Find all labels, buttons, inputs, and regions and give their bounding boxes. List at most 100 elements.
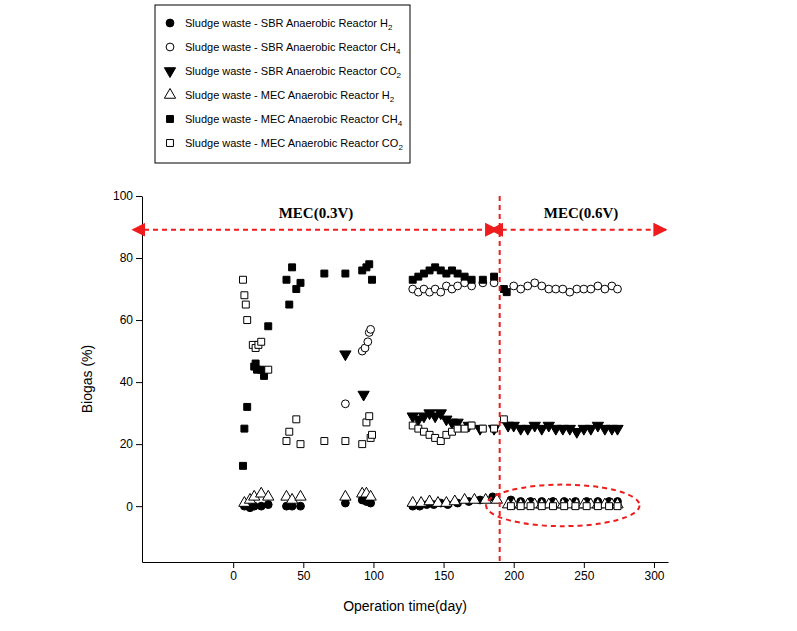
point [341, 400, 349, 408]
point [479, 276, 486, 283]
legend-marker [166, 43, 174, 51]
tick: 100 [113, 189, 142, 203]
point [264, 501, 272, 509]
point [241, 292, 248, 299]
points [239, 261, 623, 512]
point [263, 490, 274, 500]
point [240, 276, 247, 283]
highlight-ellipse [486, 485, 639, 527]
tick: 40 [120, 375, 142, 389]
legend-marker [164, 68, 175, 78]
tick: 60 [120, 313, 142, 327]
point [612, 425, 623, 435]
point [257, 502, 265, 510]
tick-label: 20 [120, 437, 134, 451]
tick: 250 [574, 562, 594, 583]
legend-label: Sludge waste - MEC Anaerobic Reactor CH4 [185, 113, 403, 128]
legend-label: Sludge waste - SBR Anaerobic Reactor CH4 [185, 41, 401, 56]
legend-marker [167, 116, 174, 123]
point [365, 490, 376, 500]
point [321, 270, 328, 277]
point [340, 490, 351, 500]
annotation: MEC(0.3V) [279, 205, 354, 222]
point [286, 428, 293, 435]
tick-label: 60 [120, 313, 134, 327]
point [244, 403, 251, 410]
annotation: MEC(0.6V) [544, 205, 619, 222]
legend-label: Sludge waste - MEC Anaerobic Reactor CO2 [185, 137, 403, 152]
tick-mark [654, 562, 655, 568]
point [369, 431, 376, 438]
point [265, 323, 272, 330]
series [340, 351, 623, 438]
point [283, 276, 290, 283]
x-axis: 050100150200250300 [143, 562, 669, 583]
point [459, 493, 470, 503]
tick-mark [136, 196, 142, 197]
y-axis: 0 20 40 60 80 100 [113, 189, 143, 562]
point [583, 503, 590, 510]
point [614, 503, 621, 510]
legend-label: Sludge waste - MEC Anaerobic Reactor H2 [185, 89, 395, 104]
point [286, 301, 293, 308]
point [606, 503, 613, 510]
point [359, 441, 366, 448]
tick-mark [444, 562, 445, 568]
legend-label: Sludge waste - SBR Anaerobic Reactor CO2 [185, 65, 402, 80]
point [507, 503, 514, 510]
legend-label: Sludge waste - SBR Anaerobic Reactor H2 [185, 17, 393, 32]
point [468, 276, 475, 283]
tick-label: 50 [297, 569, 311, 583]
point [358, 391, 369, 401]
tick: 80 [120, 251, 142, 265]
chart: 050100150200250300020406080100MEC(0.3V)M… [0, 0, 797, 631]
point [293, 416, 300, 423]
tick-label: 200 [504, 569, 524, 583]
plot: 050100150200250300020406080100MEC(0.3V)M… [113, 189, 669, 582]
tick-mark [136, 258, 142, 259]
point [258, 338, 265, 345]
point [538, 503, 545, 510]
tick-mark [514, 562, 515, 568]
tick-label: 100 [364, 569, 384, 583]
point [527, 503, 534, 510]
legend-marker [167, 140, 174, 147]
point [289, 264, 296, 271]
tick-mark [136, 506, 142, 507]
point [297, 441, 304, 448]
tick-mark [373, 562, 374, 568]
tick: 200 [504, 562, 524, 583]
series [240, 276, 621, 509]
point [517, 503, 524, 510]
point [242, 301, 249, 308]
point [241, 425, 248, 432]
tick-label: 0 [126, 500, 133, 514]
point [461, 273, 468, 280]
point [367, 325, 375, 333]
tick: 0 [230, 562, 237, 583]
tick-mark [136, 320, 142, 321]
tick-label: 100 [113, 189, 133, 203]
tick-label: 300 [644, 569, 664, 583]
point [366, 413, 373, 420]
tick: 0 [126, 500, 142, 514]
tick-mark [233, 562, 234, 568]
x-axis-title: Operation time(day) [343, 598, 467, 614]
point [550, 503, 557, 510]
point [364, 338, 372, 346]
y-axis-title: Biogas (%) [79, 345, 95, 413]
axis-line [143, 562, 669, 563]
point [488, 425, 499, 435]
arrow [144, 229, 498, 231]
point [491, 425, 498, 432]
point [468, 422, 475, 429]
point [561, 503, 568, 510]
point [469, 493, 480, 503]
point [369, 276, 376, 283]
series [341, 279, 621, 408]
point [454, 425, 461, 432]
point [454, 270, 461, 277]
point [340, 351, 351, 361]
reference-line [499, 196, 501, 562]
point [594, 503, 601, 510]
